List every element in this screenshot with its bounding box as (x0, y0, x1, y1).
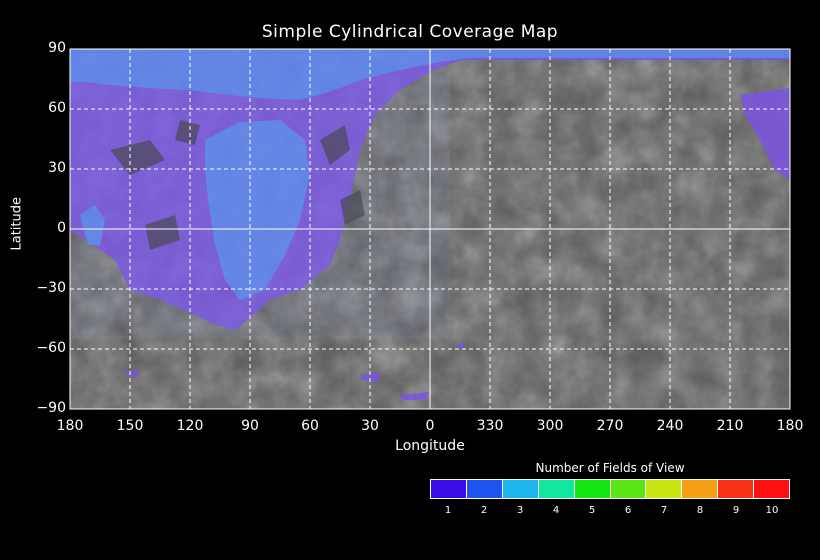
legend-swatch (538, 480, 575, 498)
x-tick-label: 240 (656, 418, 684, 434)
legend-label: 9 (732, 505, 740, 516)
legend-title: Number of Fields of View (535, 461, 685, 475)
legend-swatch (718, 480, 755, 498)
x-tick-label: 180 (56, 418, 84, 434)
x-tick-label: 300 (536, 418, 564, 434)
legend-swatch (682, 480, 719, 498)
legend-swatch (754, 480, 790, 498)
legend-label: 5 (588, 505, 596, 516)
x-tick-label: 210 (716, 418, 744, 434)
legend-label: 4 (552, 505, 560, 516)
legend-label: 1 (444, 505, 452, 516)
legend-label: 10 (765, 505, 779, 516)
y-tick-label: −90 (36, 400, 66, 416)
x-tick-label: 120 (176, 418, 204, 434)
x-tick-label: 270 (596, 418, 624, 434)
y-tick-label: 0 (57, 220, 66, 236)
x-tick-label: 330 (476, 418, 504, 434)
x-tick-label: 180 (776, 418, 804, 434)
legend-label: 6 (624, 505, 632, 516)
legend-swatch (466, 480, 503, 498)
y-tick-label: −60 (36, 340, 66, 356)
x-tick-label: 60 (301, 418, 319, 434)
x-tick-label: 30 (361, 418, 379, 434)
legend-swatch (431, 480, 467, 498)
legend-label: 2 (480, 505, 488, 516)
legend-swatch (574, 480, 611, 498)
y-tick-label: −30 (36, 280, 66, 296)
legend-color-bar (430, 479, 790, 499)
map-title: Simple Cylindrical Coverage Map (261, 22, 559, 42)
x-tick-label: 0 (425, 418, 435, 434)
x-tick-label: 90 (241, 418, 259, 434)
y-tick-label: 60 (48, 100, 66, 116)
y-tick-label: 30 (48, 160, 66, 176)
y-tick-label: 90 (48, 40, 66, 56)
legend-swatch (646, 480, 683, 498)
legend-label: 7 (660, 505, 668, 516)
plot-frame (69, 48, 791, 410)
x-tick-label: 150 (116, 418, 144, 434)
legend-swatch (502, 480, 539, 498)
legend-label: 3 (516, 505, 524, 516)
x-axis-label: Longitude (395, 438, 465, 454)
legend-label: 8 (696, 505, 704, 516)
coverage-gaps (110, 120, 365, 250)
coverage-texture (70, 49, 450, 339)
legend-swatch (610, 480, 647, 498)
y-axis-label: Latitude (9, 196, 25, 251)
